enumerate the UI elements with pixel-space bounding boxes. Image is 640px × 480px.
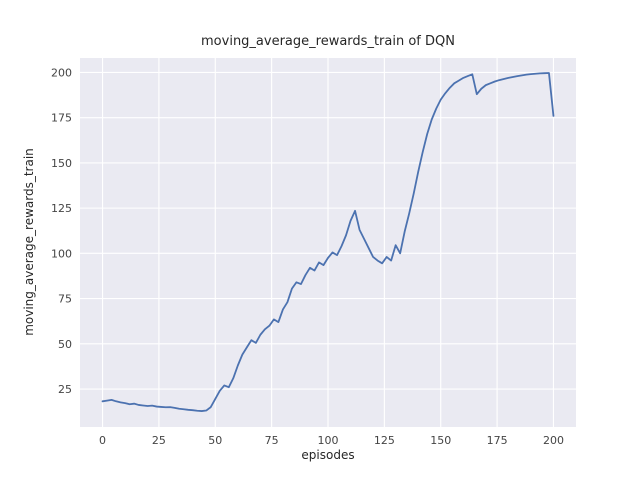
x-tick-label: 25	[152, 434, 166, 447]
x-tick-label: 200	[543, 434, 564, 447]
x-tick-label: 50	[208, 434, 222, 447]
y-axis-label-text: moving_average_rewards_train	[22, 148, 36, 336]
y-tick-label: 50	[58, 338, 72, 351]
y-tick-label: 25	[58, 383, 72, 396]
y-tick-label: 75	[58, 293, 72, 306]
x-tick-label: 100	[318, 434, 339, 447]
x-tick-label: 125	[374, 434, 395, 447]
y-tick-label: 175	[51, 112, 72, 125]
y-tick-label: 150	[51, 157, 72, 170]
x-tick-label: 75	[265, 434, 279, 447]
x-axis-label: episodes	[301, 448, 355, 462]
y-tick-label: 200	[51, 66, 72, 79]
x-tick-label: 150	[430, 434, 451, 447]
x-tick-label: 0	[99, 434, 106, 447]
chart-title: moving_average_rewards_train of DQN	[201, 34, 455, 49]
data-line	[101, 72, 555, 412]
y-tick-label: 125	[51, 202, 72, 215]
x-tick-label: 175	[487, 434, 508, 447]
y-tick-label: 100	[51, 247, 72, 260]
